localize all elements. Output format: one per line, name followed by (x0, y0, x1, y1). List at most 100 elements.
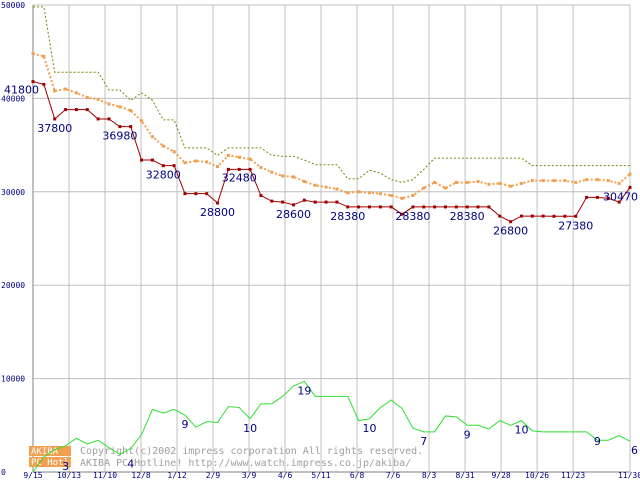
low_price-marker (194, 192, 198, 196)
high_price-line (33, 6, 630, 183)
data-label: 10 (243, 422, 257, 435)
low_price-marker (476, 205, 480, 209)
low_price-marker (509, 220, 513, 224)
low_price-marker (367, 205, 371, 209)
x-tick-label: 11/23 (561, 471, 585, 480)
avg_price-marker (140, 119, 144, 123)
low_price-marker (118, 125, 122, 129)
badge-bottom-text: PC Hotline! (31, 458, 91, 468)
avg_price-marker (541, 179, 545, 183)
x-tick-label: 12/8 (131, 471, 150, 480)
low_price-marker (617, 200, 621, 204)
data-label: 4 (127, 457, 134, 470)
data-label: 10 (514, 424, 528, 437)
low_price-marker (129, 125, 133, 129)
data-label: 10 (362, 422, 376, 435)
data-label: 6 (631, 444, 638, 457)
avg_price-marker (313, 183, 317, 187)
akiba-badge-bottom (29, 457, 71, 467)
y-tick-label: 10000 (1, 375, 25, 384)
avg_price-marker (292, 175, 296, 179)
data-label: 36980 (102, 130, 137, 143)
avg_price-marker (454, 180, 458, 184)
akiba-badge-top (29, 446, 71, 456)
low_price-marker (378, 205, 382, 209)
copyright-text: Copyright(c)2002 impress corporation All… (80, 446, 423, 457)
data-labels: 41800 37800 36980 32800 28800 32480 28600 28380… (4, 84, 638, 473)
avg_price-marker (411, 194, 415, 198)
low_price-marker (498, 214, 502, 218)
low_price-marker (400, 212, 404, 216)
low_price-marker (302, 198, 306, 202)
data-label: 9 (594, 435, 601, 448)
low_price-marker (150, 158, 154, 162)
avg_price-marker (389, 194, 393, 198)
avg_price-marker (433, 180, 437, 184)
avg_price-marker (498, 181, 502, 185)
avg_price-marker (357, 190, 361, 194)
avg_price-marker (346, 191, 350, 195)
low_price-marker (357, 205, 361, 209)
y-tick-label: 20000 (1, 281, 25, 290)
avg_price-marker (422, 186, 426, 190)
low_price-marker (172, 164, 176, 168)
low_price-marker (259, 194, 263, 198)
low_price-marker (487, 205, 491, 209)
low_price-marker (422, 205, 426, 209)
x-tick-label: 6/8 (350, 471, 365, 480)
shop_count-line (32, 380, 631, 473)
avg_price-line (32, 52, 631, 200)
avg_price-marker (53, 89, 57, 93)
x-tick-label: 8/3 (422, 471, 437, 480)
avg_price-marker (302, 180, 306, 184)
url-text: AKIBA PC Hotline! http://www.watch.impre… (80, 458, 411, 469)
watermark: AKIBA PC Hotline! Copyright(c)2002 impre… (29, 446, 423, 469)
low_price-marker (161, 164, 165, 168)
avg_price-marker (183, 161, 187, 165)
low_price-marker (530, 214, 534, 218)
data-label: 37800 (37, 122, 72, 135)
x-tick-label: 10/13 (57, 471, 81, 480)
y-tick-label: 0 (1, 468, 6, 477)
series-layer (31, 6, 632, 473)
x-tick-label: 3/9 (242, 471, 257, 480)
data-label: 30470 (603, 190, 638, 203)
low_price-marker (519, 214, 523, 218)
avg_price-marker (574, 180, 578, 184)
data-label: 7 (420, 435, 427, 448)
avg_price-marker (530, 179, 534, 183)
low_price-marker (628, 185, 632, 189)
avg_price-marker (628, 172, 632, 176)
low_price-marker (237, 167, 241, 171)
low_price-marker (443, 205, 447, 209)
avg_price-marker (281, 174, 285, 178)
avg_price-marker (519, 181, 523, 185)
data-label: 28380 (450, 210, 485, 223)
avg_price-marker (324, 185, 328, 189)
y-tick-label: 40000 (1, 94, 25, 103)
avg_price-marker (270, 170, 274, 174)
chart-grid (32, 4, 631, 473)
low_price-marker (96, 117, 100, 121)
x-tick-label: 9/28 (491, 471, 510, 480)
avg_price-marker (129, 109, 133, 113)
low_price-marker (64, 108, 68, 112)
x-tick-label: 9/15 (23, 471, 42, 480)
avg_price-marker (118, 105, 122, 109)
data-label: 19 (297, 384, 311, 397)
data-label: 28600 (276, 208, 311, 221)
avg_price-marker (563, 179, 567, 183)
low_price-marker (585, 195, 589, 199)
low_price-marker (270, 199, 274, 203)
y-tick-label: 50000 (1, 1, 25, 10)
data-label: 41800 (4, 84, 39, 97)
avg_price-marker (85, 95, 89, 99)
avg_price-marker (31, 52, 35, 56)
x-tick-label: 1/12 (167, 471, 186, 480)
avg_price-marker (606, 179, 610, 183)
x-tick-label: 8/31 (455, 471, 474, 480)
avg_price-marker (443, 186, 447, 190)
x-tick-label: 11/10 (93, 471, 117, 480)
avg_price-marker (42, 54, 46, 58)
